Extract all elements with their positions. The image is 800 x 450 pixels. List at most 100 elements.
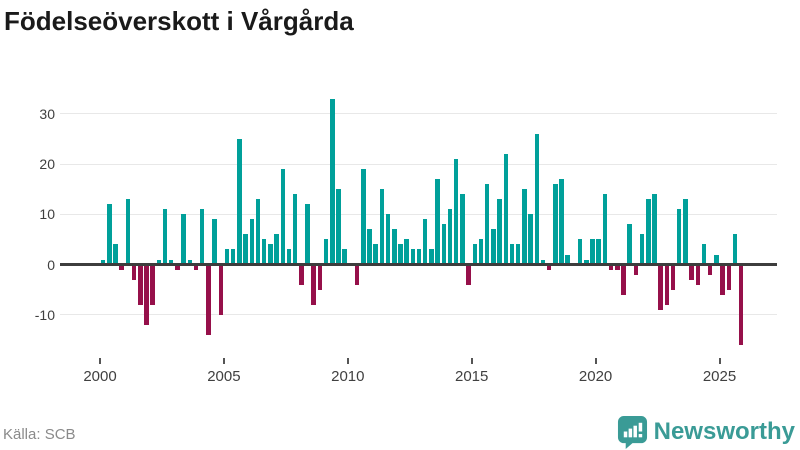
bar-2007-Q1[interactable] (274, 234, 279, 265)
bar-2012-Q4[interactable] (416, 249, 422, 265)
bar-2014-Q1[interactable] (447, 209, 453, 265)
bar-2025-Q2[interactable] (726, 264, 732, 290)
bar-2021-Q3[interactable] (633, 264, 639, 275)
bar-2021-Q4[interactable] (639, 234, 645, 265)
bar-2002-Q3[interactable] (162, 209, 168, 265)
bar-2001-Q1[interactable] (125, 199, 131, 265)
bar-2010-Q2[interactable] (354, 264, 360, 285)
bar-2006-Q3[interactable] (261, 239, 267, 265)
bar-2022-Q2[interactable] (652, 194, 657, 265)
bar-2019-Q3[interactable] (584, 259, 589, 265)
bar-2011-Q1[interactable] (373, 244, 378, 265)
bar-2024-Q2[interactable] (701, 244, 707, 265)
bar-2005-Q4[interactable] (243, 234, 248, 265)
bar-2005-Q3[interactable] (237, 139, 242, 265)
bar-2022-Q1[interactable] (646, 199, 651, 265)
bar-2012-Q2[interactable] (404, 239, 409, 265)
bar-2005-Q1[interactable] (224, 249, 230, 265)
bar-2004-Q1[interactable] (199, 209, 205, 265)
bar-2018-Q2[interactable] (553, 184, 558, 265)
bar-2009-Q1[interactable] (323, 239, 329, 265)
bar-2018-Q4[interactable] (565, 254, 570, 265)
bar-2002-Q2[interactable] (156, 259, 162, 265)
bar-2004-Q2[interactable] (206, 264, 211, 335)
bar-2008-Q4[interactable] (317, 264, 323, 290)
bar-2021-Q1[interactable] (621, 264, 626, 295)
bar-2020-Q4[interactable] (615, 264, 620, 270)
bar-2016-Q3[interactable] (509, 244, 515, 265)
bar-2017-Q3[interactable] (534, 134, 540, 265)
bar-2012-Q1[interactable] (398, 244, 403, 265)
bar-2015-Q3[interactable] (484, 184, 490, 265)
bar-2003-Q3[interactable] (187, 259, 193, 265)
bar-2003-Q1[interactable] (175, 264, 180, 270)
bar-2001-Q4[interactable] (144, 264, 149, 325)
bar-2000-Q1[interactable] (100, 259, 106, 265)
bar-2001-Q2[interactable] (131, 264, 137, 280)
bar-2022-Q4[interactable] (664, 264, 670, 305)
bar-2004-Q4[interactable] (218, 264, 224, 315)
bar-2010-Q4[interactable] (367, 229, 372, 265)
bar-2023-Q3[interactable] (683, 199, 688, 265)
bar-2008-Q3[interactable] (311, 264, 316, 305)
bar-2006-Q1[interactable] (249, 219, 255, 265)
bar-2014-Q4[interactable] (466, 264, 471, 285)
bar-2011-Q3[interactable] (385, 214, 391, 265)
bar-2004-Q3[interactable] (212, 219, 217, 265)
bar-2003-Q4[interactable] (193, 264, 199, 270)
bar-2017-Q1[interactable] (522, 189, 527, 265)
bar-2007-Q2[interactable] (280, 169, 286, 265)
bar-2021-Q2[interactable] (627, 224, 632, 265)
bar-2007-Q4[interactable] (292, 194, 298, 265)
bar-2006-Q2[interactable] (255, 199, 261, 265)
bar-2016-Q4[interactable] (515, 244, 521, 265)
bar-2015-Q1[interactable] (472, 244, 478, 265)
bar-2006-Q4[interactable] (268, 244, 273, 265)
bar-2008-Q2[interactable] (305, 204, 310, 265)
bar-2017-Q4[interactable] (540, 259, 546, 265)
bar-2012-Q3[interactable] (410, 249, 416, 265)
bar-2019-Q4[interactable] (590, 239, 595, 265)
bar-2025-Q1[interactable] (720, 264, 725, 295)
bar-2013-Q4[interactable] (441, 224, 447, 265)
newsworthy-logo[interactable]: Newsworthy (617, 415, 795, 449)
bar-2008-Q1[interactable] (299, 264, 304, 285)
bar-2019-Q2[interactable] (577, 239, 583, 265)
bar-2001-Q3[interactable] (138, 264, 143, 305)
bar-2013-Q1[interactable] (422, 219, 428, 265)
bar-2018-Q1[interactable] (546, 264, 552, 270)
bar-2000-Q4[interactable] (119, 264, 124, 270)
bar-2023-Q4[interactable] (689, 264, 694, 280)
bar-2016-Q1[interactable] (497, 199, 502, 265)
bar-2009-Q3[interactable] (336, 189, 341, 265)
bar-2020-Q2[interactable] (602, 194, 608, 265)
bar-2000-Q3[interactable] (113, 244, 118, 265)
bar-2003-Q2[interactable] (181, 214, 186, 265)
bar-2010-Q3[interactable] (361, 169, 366, 265)
bar-2009-Q2[interactable] (330, 98, 335, 265)
bar-2025-Q3[interactable] (732, 234, 738, 265)
bar-2023-Q1[interactable] (670, 264, 676, 290)
bar-2009-Q4[interactable] (342, 249, 347, 265)
bar-2018-Q3[interactable] (559, 179, 564, 265)
bar-2023-Q2[interactable] (676, 209, 682, 265)
bar-2014-Q2[interactable] (453, 159, 459, 265)
bar-2011-Q4[interactable] (392, 229, 397, 265)
bar-2024-Q3[interactable] (707, 264, 713, 275)
bar-2011-Q2[interactable] (379, 189, 385, 265)
bar-2025-Q4[interactable] (738, 264, 744, 345)
bar-2020-Q3[interactable] (608, 264, 614, 270)
bar-2015-Q2[interactable] (478, 239, 484, 265)
bar-2000-Q2[interactable] (107, 204, 112, 265)
bar-2015-Q4[interactable] (491, 229, 496, 265)
bar-2024-Q1[interactable] (695, 264, 701, 285)
bar-2024-Q4[interactable] (714, 254, 719, 265)
bar-2020-Q1[interactable] (596, 239, 601, 265)
bar-2014-Q3[interactable] (460, 194, 465, 265)
bar-2002-Q1[interactable] (150, 264, 155, 305)
bar-2007-Q3[interactable] (286, 249, 292, 265)
bar-2013-Q3[interactable] (435, 179, 440, 265)
bar-2005-Q2[interactable] (230, 249, 236, 265)
bar-2022-Q3[interactable] (658, 264, 663, 310)
bar-2016-Q2[interactable] (503, 154, 509, 265)
